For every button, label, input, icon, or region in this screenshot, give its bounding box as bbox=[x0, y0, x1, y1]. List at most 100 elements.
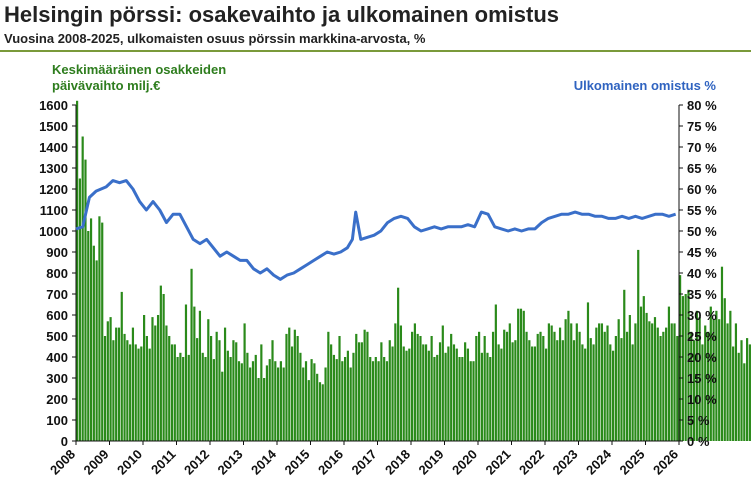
bar bbox=[355, 333, 358, 441]
bar bbox=[478, 331, 481, 441]
bar bbox=[293, 329, 296, 441]
bar bbox=[109, 317, 112, 441]
bar bbox=[179, 352, 182, 441]
bar bbox=[522, 310, 525, 441]
bar bbox=[156, 315, 160, 441]
bar bbox=[288, 327, 291, 441]
bar bbox=[184, 304, 188, 441]
bar bbox=[143, 315, 146, 441]
bar bbox=[282, 367, 285, 441]
bar bbox=[547, 323, 550, 441]
bar bbox=[500, 348, 503, 441]
x-tick-label: 2024 bbox=[583, 446, 615, 478]
bar bbox=[424, 344, 428, 441]
bar bbox=[489, 357, 492, 441]
left-tick-label: 500 bbox=[46, 329, 68, 344]
bar bbox=[408, 348, 411, 441]
x-tick-label: 2008 bbox=[47, 447, 78, 478]
left-tick-label: 1400 bbox=[39, 140, 68, 155]
bar bbox=[394, 323, 397, 441]
right-tick-label: 5 % bbox=[687, 413, 710, 428]
bar bbox=[586, 302, 590, 441]
right-tick-label: 65 % bbox=[687, 161, 717, 176]
bar bbox=[645, 312, 648, 441]
bar bbox=[430, 336, 433, 441]
bar bbox=[223, 327, 227, 441]
bar bbox=[422, 344, 425, 441]
bar bbox=[639, 306, 643, 441]
x-tick-label: 2020 bbox=[449, 447, 480, 478]
bar bbox=[461, 357, 464, 441]
bar bbox=[464, 342, 467, 441]
bar bbox=[134, 344, 137, 441]
right-tick-label: 40 % bbox=[687, 266, 717, 281]
bar bbox=[556, 340, 559, 441]
bar bbox=[740, 340, 743, 441]
bar bbox=[95, 260, 98, 441]
bar bbox=[260, 344, 263, 441]
bar bbox=[148, 348, 151, 441]
bar bbox=[452, 344, 456, 441]
bar bbox=[737, 352, 740, 441]
bar bbox=[268, 359, 271, 441]
bar bbox=[508, 323, 511, 441]
bar bbox=[257, 378, 260, 441]
bar bbox=[458, 357, 461, 441]
bar bbox=[313, 363, 316, 441]
bar bbox=[263, 378, 266, 441]
bar bbox=[204, 357, 207, 441]
bar bbox=[159, 285, 162, 441]
bar bbox=[413, 323, 416, 441]
title-divider bbox=[0, 50, 751, 52]
bar bbox=[681, 296, 684, 441]
bar bbox=[151, 317, 154, 441]
bar bbox=[357, 342, 361, 441]
bar bbox=[154, 325, 157, 441]
bar bbox=[419, 336, 422, 441]
bar bbox=[344, 357, 347, 441]
bar bbox=[369, 357, 372, 441]
bar bbox=[427, 350, 430, 441]
bar bbox=[131, 327, 135, 441]
bar bbox=[625, 331, 629, 441]
bar bbox=[296, 336, 299, 441]
left-tick-label: 1000 bbox=[39, 224, 68, 239]
bar bbox=[251, 361, 255, 441]
right-tick-label: 20 % bbox=[687, 350, 717, 365]
bar bbox=[531, 346, 534, 441]
bar bbox=[578, 331, 581, 441]
bar bbox=[385, 361, 389, 441]
bar bbox=[397, 287, 400, 441]
bar bbox=[704, 325, 707, 441]
bar bbox=[254, 354, 257, 441]
x-tick-label: 2025 bbox=[617, 447, 648, 478]
right-tick-label: 30 % bbox=[687, 308, 717, 323]
right-tick-label: 60 % bbox=[687, 182, 717, 197]
left-tick-label: 1600 bbox=[39, 98, 68, 113]
bar bbox=[112, 340, 115, 441]
left-tick-label: 1200 bbox=[39, 182, 68, 197]
bar bbox=[162, 294, 165, 441]
bar bbox=[277, 367, 280, 441]
bar bbox=[734, 323, 738, 441]
bar bbox=[274, 361, 277, 441]
bar bbox=[595, 327, 598, 441]
bar bbox=[190, 268, 193, 441]
bar bbox=[101, 222, 104, 441]
bar bbox=[684, 294, 687, 441]
bar bbox=[648, 321, 651, 441]
bar bbox=[232, 340, 235, 441]
bar bbox=[620, 338, 623, 441]
bar bbox=[304, 361, 308, 441]
bar bbox=[592, 344, 595, 441]
bar bbox=[327, 331, 330, 441]
bar bbox=[656, 327, 659, 441]
bar bbox=[316, 373, 319, 441]
x-tick-label: 2019 bbox=[416, 447, 447, 478]
bar bbox=[519, 308, 523, 441]
left-tick-label: 0 bbox=[61, 434, 68, 449]
x-tick-label: 2017 bbox=[349, 447, 380, 478]
bar bbox=[140, 346, 143, 441]
bar bbox=[695, 310, 698, 441]
